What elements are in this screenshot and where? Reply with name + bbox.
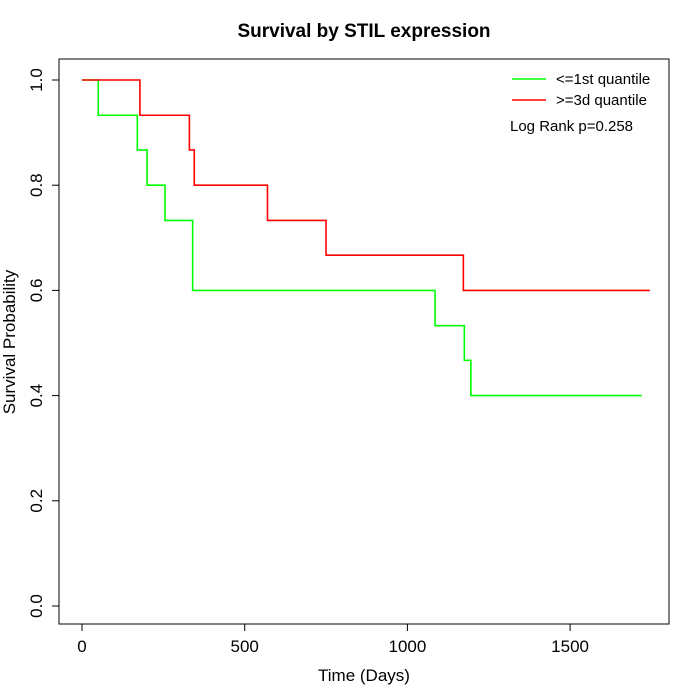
legend-label: <=1st quantile [556, 71, 650, 88]
x-tick-label: 1500 [551, 637, 589, 656]
chart-title: Survival by STIL expression [237, 21, 490, 42]
legend: <=1st quantile >=3d quantile [512, 71, 650, 109]
y-axis-label: Survival Probability [0, 269, 19, 414]
y-axis: 0.0 0.2 0.4 0.6 0.8 1.0 [27, 68, 60, 618]
plot-frame [58, 58, 670, 625]
series-layer [82, 79, 650, 397]
x-axis-label: Time (Days) [318, 666, 410, 685]
y-tick-label: 0.8 [27, 173, 46, 197]
series-line-0 [82, 79, 642, 397]
x-axis: 0 500 1000 1500 [77, 623, 589, 656]
x-tick-label: 0 [77, 637, 86, 656]
y-tick-label: 0.0 [27, 594, 46, 618]
log-rank-annotation: Log Rank p=0.258 [510, 118, 633, 135]
x-tick-label: 500 [231, 637, 259, 656]
x-tick-label: 1000 [388, 637, 426, 656]
series-line-1 [82, 79, 650, 292]
y-tick-label: 0.2 [27, 489, 46, 513]
legend-label: >=3d quantile [556, 92, 647, 109]
y-tick-label: 0.6 [27, 279, 46, 303]
y-tick-label: 0.4 [27, 384, 46, 408]
y-tick-label: 1.0 [27, 68, 46, 92]
